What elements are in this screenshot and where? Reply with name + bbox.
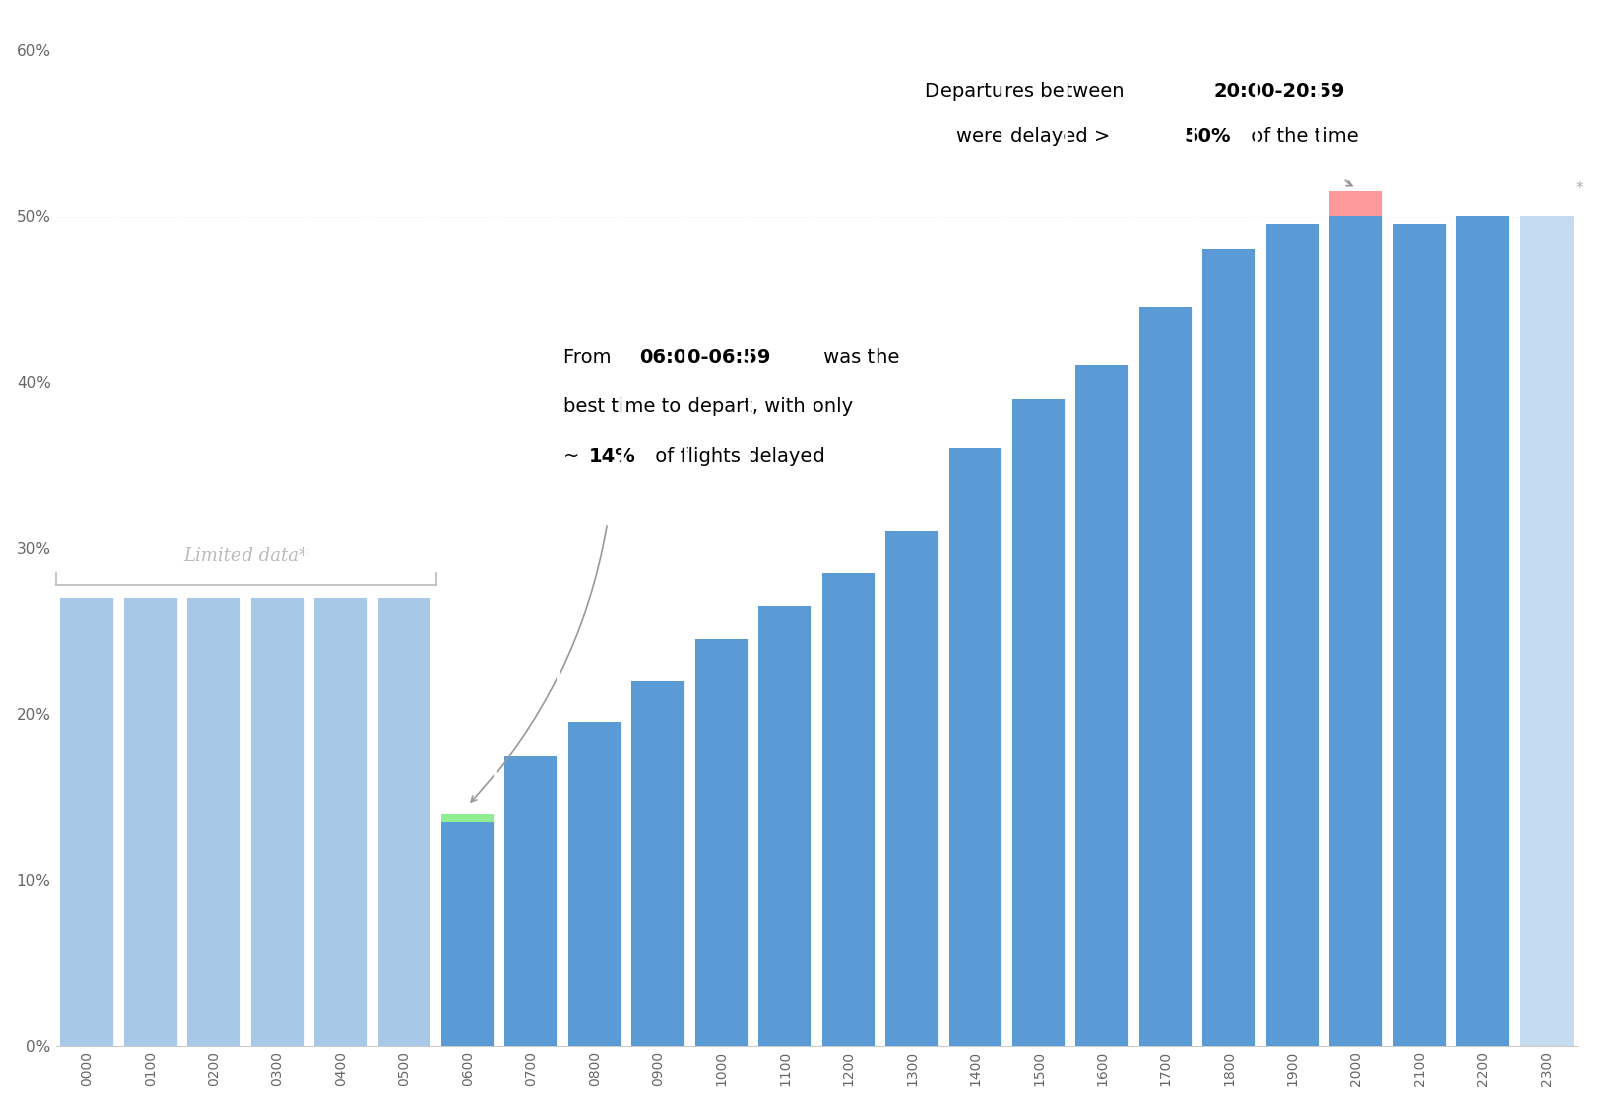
Bar xyxy=(1075,365,1130,1047)
Bar xyxy=(1139,308,1194,1047)
Bar xyxy=(885,532,939,1047)
Bar xyxy=(1266,224,1320,1047)
Bar xyxy=(61,598,114,1047)
Bar xyxy=(442,822,494,1047)
Bar xyxy=(251,598,304,1047)
Text: 06:00-06:59: 06:00-06:59 xyxy=(640,347,771,366)
Text: Departures between: Departures between xyxy=(925,82,1131,100)
Text: were delayed >: were delayed > xyxy=(957,127,1110,146)
Text: 20:00-20:59: 20:00-20:59 xyxy=(1213,82,1346,100)
Text: ~: ~ xyxy=(563,447,579,467)
Bar xyxy=(1202,249,1256,1047)
Bar xyxy=(314,598,368,1047)
Bar xyxy=(123,598,178,1047)
Text: 50%: 50% xyxy=(1186,127,1232,146)
Text: of the time: of the time xyxy=(1245,127,1358,146)
Text: best time to depart, with only: best time to depart, with only xyxy=(563,397,853,417)
Bar xyxy=(632,681,685,1047)
Bar xyxy=(1520,216,1573,1047)
Bar xyxy=(949,449,1003,1047)
Text: From: From xyxy=(563,347,618,366)
Bar xyxy=(442,814,494,822)
Text: Limited data*: Limited data* xyxy=(184,547,309,565)
Bar xyxy=(1013,398,1066,1047)
Bar xyxy=(1392,224,1446,1047)
Text: was the: was the xyxy=(818,347,899,366)
Bar xyxy=(1330,216,1382,1047)
Bar xyxy=(1456,216,1510,1047)
Bar xyxy=(187,598,242,1047)
Bar xyxy=(694,640,749,1047)
Text: *: * xyxy=(1574,181,1582,196)
Bar xyxy=(1330,191,1382,216)
Text: of flights delayed: of flights delayed xyxy=(648,447,824,467)
Bar xyxy=(822,572,875,1047)
Bar xyxy=(378,598,432,1047)
Bar xyxy=(758,607,813,1047)
Bar xyxy=(504,756,558,1047)
Bar xyxy=(568,722,622,1047)
Text: 14%: 14% xyxy=(589,447,635,467)
